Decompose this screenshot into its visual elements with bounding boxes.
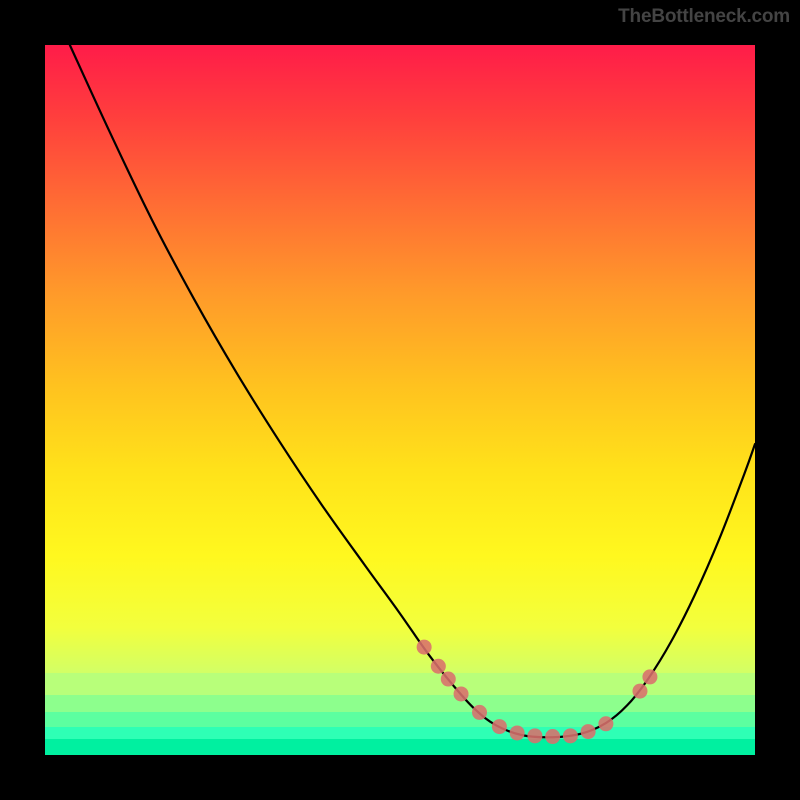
data-marker — [581, 724, 596, 739]
data-marker — [492, 719, 507, 734]
data-marker — [632, 684, 647, 699]
data-marker — [431, 659, 446, 674]
plot-area — [45, 45, 755, 755]
curve-path — [70, 45, 755, 737]
data-marker — [527, 728, 542, 743]
data-marker — [441, 672, 456, 687]
data-marker — [545, 729, 560, 744]
data-marker — [454, 686, 469, 701]
data-marker — [510, 725, 525, 740]
data-marker — [598, 716, 613, 731]
watermark: TheBottleneck.com — [618, 6, 790, 28]
data-marker — [563, 728, 578, 743]
data-marker — [642, 669, 657, 684]
bottleneck-curve — [45, 45, 755, 755]
data-marker — [472, 705, 487, 720]
data-marker — [417, 640, 432, 655]
